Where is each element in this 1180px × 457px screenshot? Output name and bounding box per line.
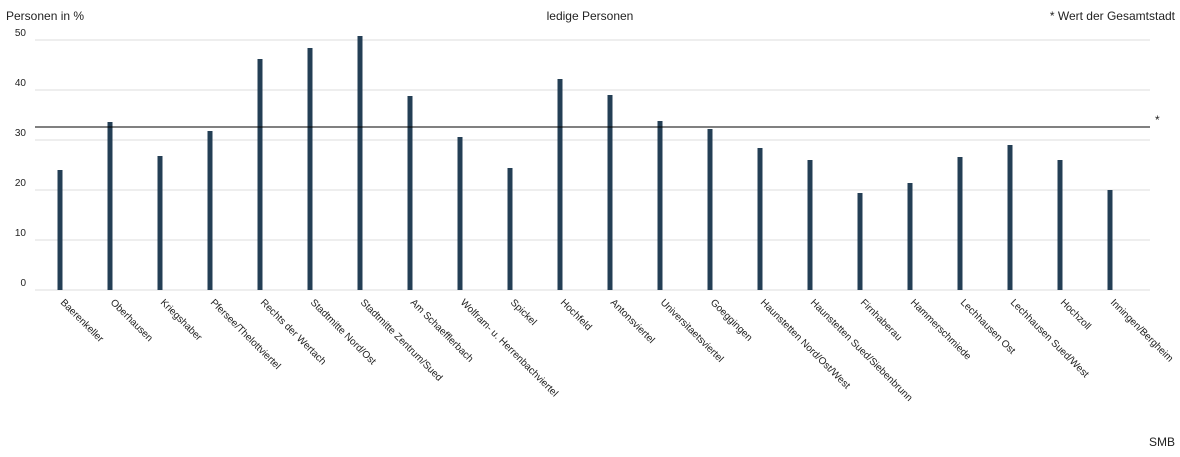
chart-title: ledige Personen	[547, 9, 634, 23]
y-tick-label: 50	[15, 28, 27, 39]
bar	[507, 168, 513, 290]
y-tick-label: 40	[15, 78, 27, 89]
bar	[907, 183, 913, 290]
bar	[1107, 190, 1113, 290]
x-tick-label: Oberhausen	[108, 297, 155, 344]
x-tick-label: Firnhaberau	[858, 297, 904, 343]
y-axis-label: Personen in %	[6, 9, 84, 23]
x-tick-label: Baerenkeller	[58, 297, 106, 345]
note: * Wert der Gesamtstadt	[1050, 9, 1176, 23]
bar	[657, 121, 663, 290]
bar	[57, 170, 63, 290]
bar	[157, 156, 163, 290]
y-tick-label: 0	[20, 278, 26, 289]
bar	[307, 48, 313, 290]
bar	[407, 96, 413, 290]
x-tick-label: Inningen/Bergheim	[1108, 297, 1175, 364]
y-tick-label: 10	[15, 228, 27, 239]
bar	[1007, 145, 1013, 290]
bar	[957, 157, 963, 290]
bar	[457, 137, 463, 290]
x-tick-label: Antonsviertel	[608, 297, 657, 346]
bar	[707, 129, 713, 290]
y-tick-label: 20	[15, 178, 27, 189]
bar	[357, 36, 363, 290]
bar	[557, 79, 563, 290]
bar	[107, 122, 113, 290]
bar	[757, 148, 763, 290]
bar	[607, 95, 613, 290]
x-tick-label: Hochfeld	[558, 297, 594, 333]
bar	[207, 131, 213, 290]
y-tick-label: 30	[15, 128, 27, 139]
x-tick-label: Stadtmitte Zentrum/Sued	[358, 297, 444, 383]
bar	[857, 193, 863, 290]
x-tick-label: Kriegshaber	[158, 297, 204, 343]
source: SMB	[1149, 435, 1175, 449]
bar	[257, 59, 263, 290]
x-tick-label: Spickel	[508, 297, 539, 328]
x-tick-label: Haunstetten Sued/Siebenbrunn	[808, 297, 914, 403]
x-tick-label: Haunstetten Nord/Ost/West	[758, 297, 852, 391]
reference-label: *	[1155, 113, 1160, 127]
bar	[807, 160, 813, 290]
x-tick-label: Goeggingen	[708, 297, 754, 343]
x-tick-label: Wolfram- u. Herrenbachviertel	[458, 297, 560, 399]
x-tick-label: Hochzoll	[1058, 297, 1093, 332]
bar	[1057, 160, 1063, 290]
